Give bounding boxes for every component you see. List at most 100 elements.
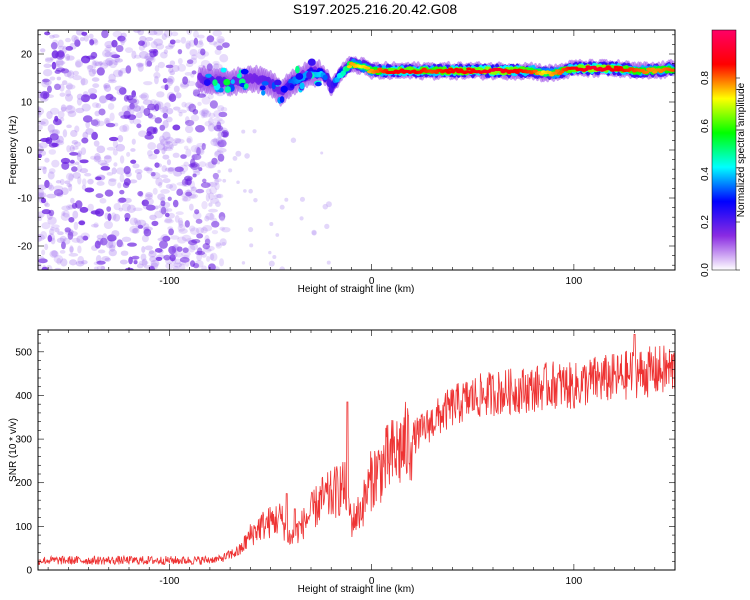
heatmap-cell bbox=[153, 71, 161, 79]
heatmap-cell bbox=[104, 117, 111, 125]
heatmap-cell bbox=[320, 151, 324, 155]
heatmap-cell bbox=[40, 197, 47, 204]
heatmap-cell bbox=[244, 153, 250, 159]
heatmap-cell bbox=[166, 77, 174, 87]
heatmap-cell bbox=[106, 234, 117, 242]
heatmap-cell bbox=[62, 129, 68, 138]
heatmap-cell bbox=[38, 121, 46, 125]
heatmap-cell bbox=[160, 85, 171, 90]
heatmap-cell bbox=[208, 117, 214, 126]
colorbar-tick-label: 0.8 bbox=[700, 71, 711, 85]
heatmap-cell bbox=[94, 110, 101, 117]
heatmap-cell bbox=[138, 130, 148, 138]
heatmap-cell bbox=[38, 109, 41, 115]
heatmap-cell bbox=[110, 212, 117, 221]
heatmap-cell bbox=[121, 203, 132, 212]
heatmap-cell bbox=[179, 256, 190, 263]
heatmap-cell bbox=[98, 95, 107, 104]
heatmap-cell bbox=[154, 210, 164, 219]
heatmap-cell bbox=[87, 178, 94, 185]
heatmap-cell bbox=[116, 89, 127, 96]
heatmap-cell bbox=[90, 119, 99, 126]
heatmap-cell bbox=[173, 170, 183, 177]
heatmap-cell bbox=[205, 188, 212, 195]
heatmap-cell bbox=[235, 150, 242, 157]
heatmap-cell bbox=[53, 254, 64, 264]
y-tick-label: 10 bbox=[21, 98, 33, 109]
heatmap-cell bbox=[44, 179, 50, 189]
heatmap-cell bbox=[171, 64, 180, 73]
heatmap-cell bbox=[59, 235, 67, 243]
heatmap-cell bbox=[143, 107, 151, 117]
heatmap-cell bbox=[185, 148, 192, 157]
heatmap-cell bbox=[38, 145, 44, 154]
heatmap-cell bbox=[119, 67, 128, 74]
heatmap-cell bbox=[116, 239, 123, 248]
heatmap-cell bbox=[326, 260, 331, 265]
heatmap-cell bbox=[63, 70, 72, 78]
heatmap-cell bbox=[131, 228, 138, 234]
heatmap-cell bbox=[159, 208, 165, 214]
heatmap-cell bbox=[184, 179, 192, 186]
heatmap-cell bbox=[98, 61, 103, 66]
colorbar-tick-label: 0.0 bbox=[700, 263, 711, 277]
heatmap-cell bbox=[120, 37, 125, 46]
heatmap-cell bbox=[99, 62, 109, 70]
heatmap-cell bbox=[47, 171, 55, 180]
heatmap-cell bbox=[51, 39, 59, 48]
heatmap-cell bbox=[159, 124, 166, 131]
heatmap-cell bbox=[120, 115, 130, 119]
heatmap-cell bbox=[180, 154, 187, 159]
heatmap-cell bbox=[193, 37, 199, 46]
heatmap-cell bbox=[215, 242, 221, 247]
heatmap-cell bbox=[133, 54, 142, 59]
heatmap-cell bbox=[87, 88, 98, 95]
heatmap-cell bbox=[76, 97, 83, 106]
heatmap-cell bbox=[126, 107, 135, 116]
heatmap-cell bbox=[53, 185, 64, 191]
heatmap-cell bbox=[160, 51, 168, 59]
heatmap-cell bbox=[68, 183, 73, 192]
y-tick-label: 0 bbox=[26, 566, 32, 577]
heatmap-cell bbox=[111, 39, 118, 48]
heatmap-cell bbox=[212, 217, 218, 225]
heatmap-cell bbox=[196, 148, 205, 156]
heatmap-cell bbox=[81, 57, 90, 64]
heatmap-cell bbox=[174, 39, 181, 44]
heatmap-cell bbox=[80, 147, 87, 155]
heatmap-cell bbox=[91, 59, 97, 69]
heatmap-cell bbox=[224, 86, 231, 93]
heatmap-cell bbox=[54, 115, 59, 122]
heatmap-cell bbox=[209, 212, 214, 221]
heatmap-cell bbox=[290, 137, 297, 143]
heatmap-cell bbox=[59, 178, 65, 185]
snr-series-line bbox=[38, 334, 675, 566]
heatmap-cell bbox=[115, 44, 124, 53]
heatmap-cell bbox=[52, 34, 60, 39]
heatmap-cell bbox=[154, 205, 159, 210]
heatmap-cell bbox=[208, 112, 216, 119]
heatmap-cell bbox=[183, 145, 189, 150]
heatmap-cell bbox=[38, 258, 48, 264]
heatmap-cell bbox=[75, 61, 82, 68]
heatmap-cell bbox=[40, 231, 48, 240]
heatmap-cell bbox=[65, 104, 73, 110]
heatmap-cell bbox=[129, 179, 138, 184]
heatmap-cell bbox=[85, 128, 95, 135]
heatmap-cell bbox=[93, 261, 101, 266]
heatmap-cell bbox=[161, 147, 166, 155]
heatmap-cell bbox=[117, 35, 126, 42]
heatmap-cell bbox=[162, 141, 171, 149]
heatmap-cell bbox=[46, 193, 57, 199]
heatmap-cell bbox=[135, 112, 143, 119]
heatmap-cell bbox=[145, 204, 156, 211]
heatmap-cell bbox=[38, 110, 42, 118]
heatmap-cell bbox=[167, 75, 175, 84]
heatmap-cell bbox=[211, 138, 218, 143]
heatmap-cell bbox=[155, 256, 163, 261]
heatmap-cell bbox=[204, 120, 213, 127]
heatmap-cell bbox=[76, 235, 85, 244]
heatmap-cell bbox=[56, 76, 62, 81]
heatmap-cell bbox=[54, 267, 62, 270]
heatmap-cell bbox=[79, 168, 89, 174]
